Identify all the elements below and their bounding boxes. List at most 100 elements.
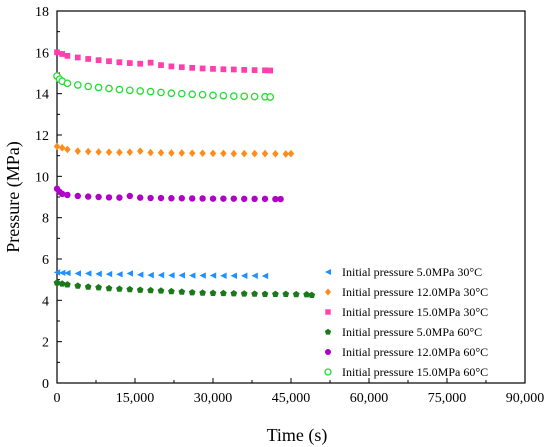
data-point bbox=[241, 67, 248, 73]
data-point bbox=[147, 59, 154, 66]
legend-marker bbox=[325, 349, 331, 355]
data-point bbox=[189, 195, 196, 202]
y-tick-label: 12 bbox=[35, 129, 49, 144]
data-point bbox=[85, 193, 92, 200]
data-point bbox=[199, 272, 206, 279]
data-point bbox=[261, 149, 269, 158]
data-point bbox=[168, 272, 175, 279]
data-point bbox=[116, 271, 123, 278]
data-point bbox=[220, 195, 227, 202]
x-tick-label: 15,000 bbox=[116, 391, 155, 406]
legend-marker bbox=[324, 368, 332, 376]
data-point bbox=[74, 282, 82, 289]
data-point bbox=[64, 145, 71, 154]
series-6 bbox=[53, 72, 275, 101]
data-point bbox=[157, 88, 165, 97]
data-point bbox=[241, 272, 248, 279]
data-point bbox=[84, 283, 92, 290]
data-point bbox=[199, 195, 206, 202]
data-point bbox=[105, 148, 113, 156]
data-point bbox=[53, 279, 61, 286]
data-point bbox=[126, 192, 133, 200]
data-point bbox=[85, 147, 92, 156]
data-point bbox=[220, 149, 227, 158]
data-point bbox=[178, 149, 185, 157]
data-point bbox=[95, 193, 102, 201]
data-point bbox=[272, 149, 279, 158]
data-point bbox=[168, 195, 175, 202]
data-point bbox=[74, 54, 81, 61]
data-point bbox=[147, 286, 154, 294]
data-point bbox=[266, 93, 275, 101]
data-point bbox=[230, 272, 237, 279]
data-point bbox=[106, 58, 112, 65]
legend-label: Initial pressure 15.0MPa 30°C bbox=[342, 305, 488, 319]
legend-marker bbox=[325, 288, 331, 296]
data-point bbox=[240, 290, 248, 297]
y-tick-label: 14 bbox=[35, 88, 49, 103]
data-point bbox=[147, 271, 154, 279]
y-tick-label: 2 bbox=[42, 336, 49, 351]
data-point bbox=[85, 56, 92, 62]
x-tick-label: 0 bbox=[54, 391, 61, 406]
data-point bbox=[105, 284, 113, 292]
data-point bbox=[251, 272, 258, 279]
data-point bbox=[85, 270, 92, 277]
data-point bbox=[105, 270, 113, 278]
data-point bbox=[178, 195, 185, 202]
data-point bbox=[59, 143, 66, 152]
x-axis: 0 15,000 30,000 45,000 60,000 75,000 90,000 bbox=[54, 378, 544, 406]
data-point bbox=[64, 281, 71, 288]
data-point bbox=[137, 147, 144, 155]
data-point bbox=[95, 57, 102, 64]
data-point bbox=[53, 269, 61, 276]
legend-label: Initial pressure 5.0MPa 60°C bbox=[342, 325, 482, 339]
data-point bbox=[74, 147, 81, 155]
data-point bbox=[220, 272, 227, 279]
data-point bbox=[95, 270, 102, 278]
y-tick-label: 8 bbox=[42, 212, 49, 227]
data-point bbox=[84, 82, 93, 91]
data-point bbox=[167, 89, 176, 98]
data-point bbox=[105, 84, 113, 93]
data-point bbox=[189, 272, 196, 279]
data-point bbox=[59, 51, 66, 57]
legend: Initial pressure 5.0MPa 30°C Initial pres… bbox=[324, 265, 488, 379]
data-point bbox=[229, 92, 238, 100]
data-point bbox=[116, 285, 123, 292]
data-point bbox=[63, 79, 72, 88]
data-point bbox=[73, 81, 82, 89]
data-point bbox=[94, 83, 103, 92]
data-point bbox=[188, 288, 196, 296]
data-point bbox=[188, 90, 197, 99]
data-point bbox=[115, 85, 124, 94]
legend-label: Initial pressure 5.0MPa 30°C bbox=[342, 265, 482, 279]
y-tick-label: 6 bbox=[42, 253, 49, 268]
data-point bbox=[168, 287, 175, 295]
data-point bbox=[137, 271, 144, 278]
data-point bbox=[116, 194, 123, 201]
series-3 bbox=[54, 49, 274, 74]
data-point bbox=[250, 92, 259, 101]
data-point bbox=[230, 195, 237, 202]
data-point bbox=[209, 272, 217, 279]
y-tick-label: 16 bbox=[35, 46, 49, 61]
data-point bbox=[178, 64, 185, 71]
data-point bbox=[251, 195, 258, 203]
data-point bbox=[241, 195, 248, 203]
series-2 bbox=[53, 142, 295, 158]
data-point bbox=[74, 192, 82, 200]
data-point bbox=[240, 92, 249, 101]
data-point bbox=[178, 272, 185, 279]
data-point bbox=[58, 280, 66, 287]
data-point bbox=[157, 271, 165, 279]
legend-label: Initial pressure 15.0MPa 60°C bbox=[342, 365, 488, 379]
data-point bbox=[157, 287, 165, 294]
data-point bbox=[292, 290, 300, 298]
series-5 bbox=[53, 185, 284, 203]
data-point bbox=[287, 149, 295, 158]
data-point bbox=[219, 91, 228, 100]
legend-marker bbox=[324, 328, 332, 335]
data-point bbox=[95, 148, 102, 156]
